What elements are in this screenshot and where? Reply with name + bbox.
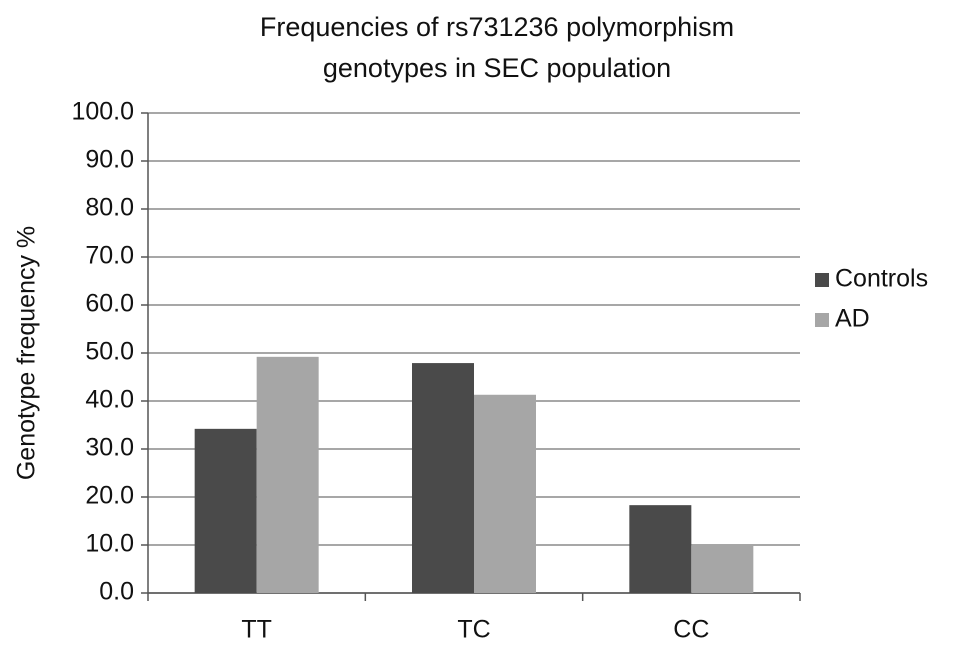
legend-label: AD xyxy=(835,305,870,333)
bar xyxy=(194,428,257,593)
chart-title: genotypes in SEC population xyxy=(323,53,671,83)
y-tick-label: 100.0 xyxy=(71,98,134,126)
bar xyxy=(412,363,474,593)
y-tick-label: 30.0 xyxy=(85,434,134,462)
y-tick-label: 60.0 xyxy=(85,290,134,318)
y-tick-label: 80.0 xyxy=(85,194,134,222)
x-tick-label: TT xyxy=(241,616,272,644)
y-tick-label: 0.0 xyxy=(99,578,134,606)
x-tick-label: CC xyxy=(673,616,709,644)
legend-swatch xyxy=(815,313,829,327)
bar xyxy=(629,505,692,593)
chart-title: Frequencies of rs731236 polymorphism xyxy=(260,12,734,42)
x-tick-label: TC xyxy=(457,616,490,644)
y-tick-label: 10.0 xyxy=(85,530,134,558)
legend-label: Controls xyxy=(835,265,928,293)
bar xyxy=(691,545,754,593)
bar xyxy=(256,356,319,593)
y-axis-label: Genotype frequency % xyxy=(13,226,41,480)
y-tick-label: 90.0 xyxy=(85,146,134,174)
y-tick-label: 20.0 xyxy=(85,482,134,510)
bar xyxy=(474,394,536,593)
legend-swatch xyxy=(815,273,829,287)
y-tick-label: 50.0 xyxy=(85,338,134,366)
y-tick-label: 40.0 xyxy=(85,386,134,414)
y-tick-label: 70.0 xyxy=(85,242,134,270)
